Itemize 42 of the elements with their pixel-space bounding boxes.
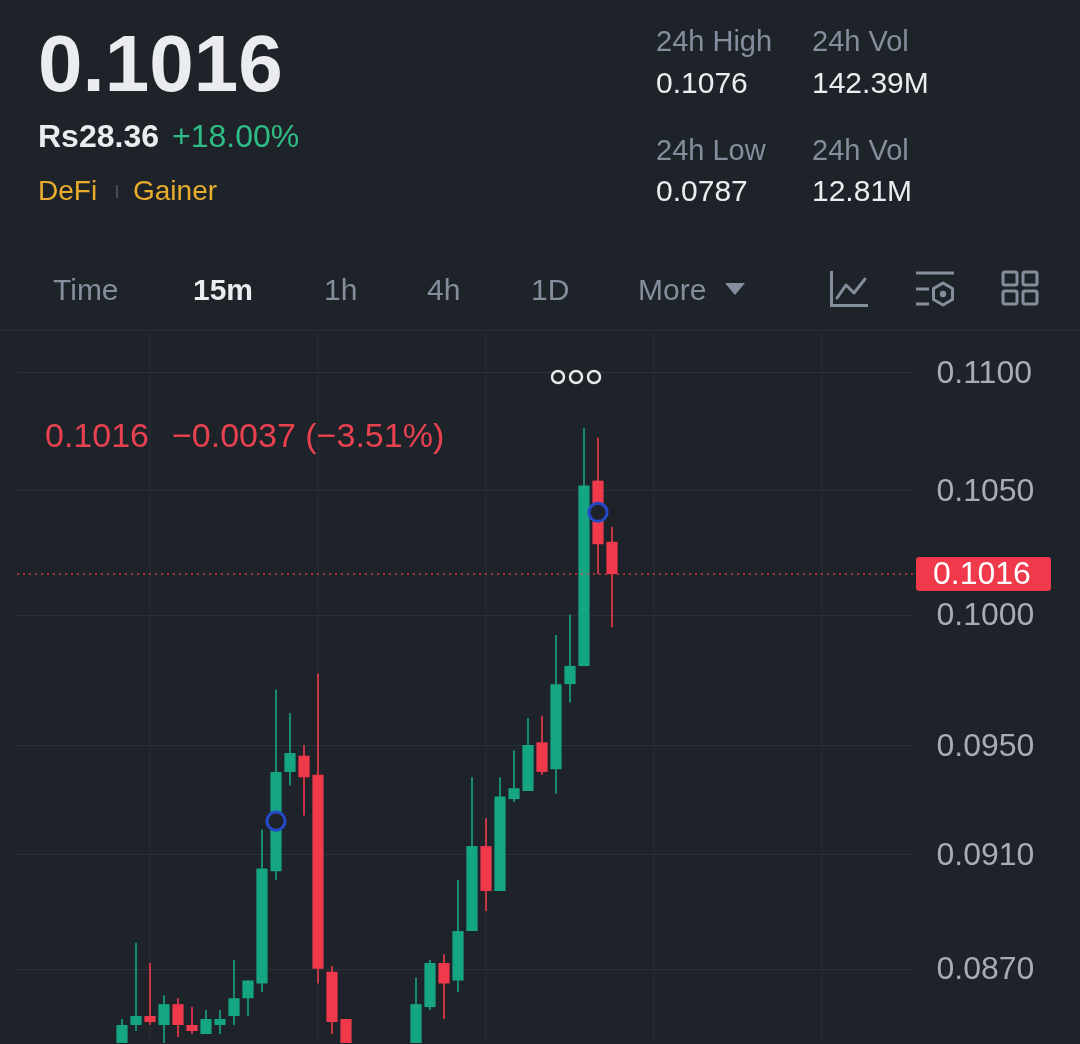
text: DeFi	[38, 175, 98, 207]
candlestick	[158, 994, 170, 1044]
y-tick-label: 0.1050	[936, 471, 1035, 508]
candlestick	[564, 613, 576, 704]
text: 12.81M	[812, 174, 913, 208]
candlestick	[172, 997, 184, 1038]
text: +18.00%	[172, 118, 300, 155]
candlestick	[130, 941, 142, 1032]
y-tick-label: 0.0950	[936, 726, 1035, 763]
text: 0.1016	[38, 18, 283, 108]
y-tick-label: 0.1100	[936, 353, 1032, 390]
ref-line-label: 0.1016	[933, 555, 1031, 592]
text: 1D	[531, 273, 570, 307]
text: Rs28.36	[38, 118, 159, 155]
y-tick-label: 0.0910	[936, 835, 1035, 872]
text: 0.1076	[656, 66, 748, 100]
candlestick	[228, 959, 240, 1026]
text: 0.0787	[656, 174, 748, 208]
text: 24h High	[656, 24, 773, 57]
annotation: −0.0037 (−3.51%)	[172, 416, 445, 455]
candlestick	[186, 1006, 198, 1035]
candlestick	[200, 1009, 212, 1035]
text: 1h	[324, 273, 358, 307]
text: 4h	[427, 273, 461, 307]
candlestick	[214, 1009, 226, 1035]
text: 142.39M	[812, 66, 929, 100]
candlestick	[438, 953, 450, 1020]
text: 15m	[193, 273, 254, 307]
text: Gainer	[133, 175, 218, 207]
candlestick	[242, 979, 254, 1017]
text: Time	[53, 273, 119, 307]
text: 24h Vol	[812, 133, 909, 166]
candlestick	[144, 962, 156, 1026]
text: 24h Vol	[812, 24, 909, 57]
y-tick-label: 0.0870	[936, 950, 1035, 987]
candlestick	[284, 712, 296, 787]
text: More	[638, 273, 707, 307]
text: 0.1016	[45, 416, 149, 455]
candlestick	[298, 744, 310, 817]
candlestick	[508, 749, 520, 803]
y-tick-label: 0.1000	[936, 596, 1035, 633]
text: 24h Low	[656, 133, 766, 166]
